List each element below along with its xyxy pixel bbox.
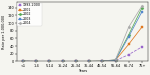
Legend: 1993-2000, 2001, 2002, 2003, 2004: 1993-2000, 2001, 2002, 2003, 2004 [18, 3, 42, 26]
X-axis label: Years: Years [78, 69, 87, 73]
Y-axis label: Rate per 1,000,000: Rate per 1,000,000 [2, 15, 6, 49]
